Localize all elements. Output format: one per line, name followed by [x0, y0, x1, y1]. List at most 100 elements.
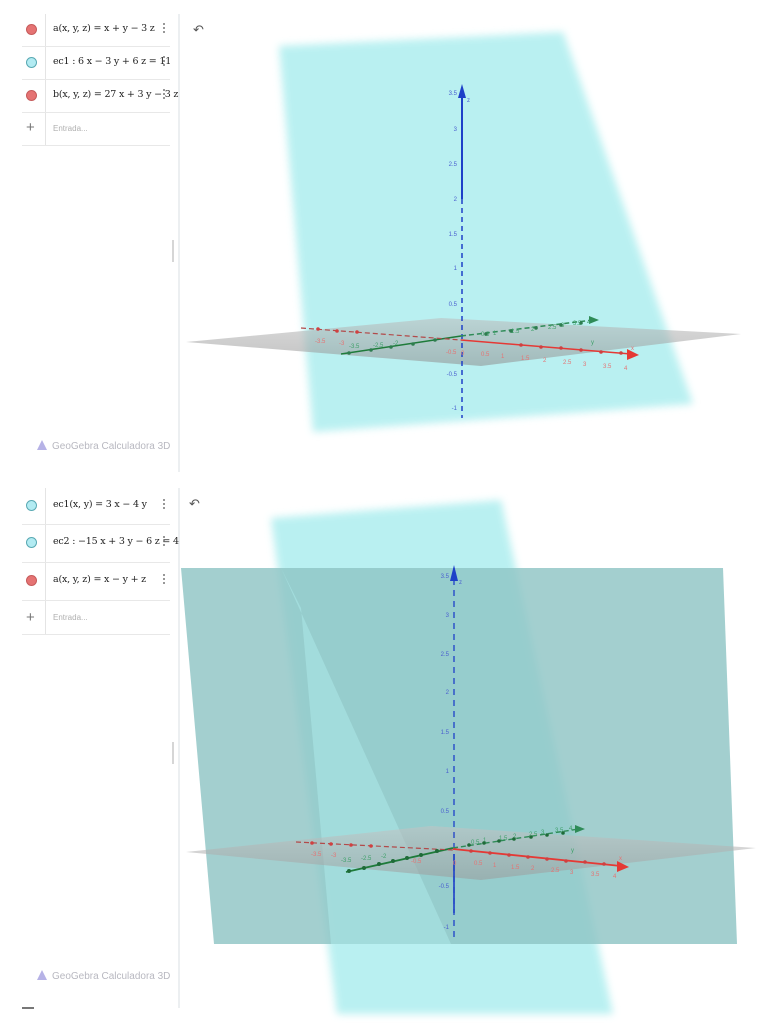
svg-text:-2.5: -2.5	[361, 856, 372, 862]
visibility-toggle-icon[interactable]	[26, 57, 37, 68]
svg-text:1: 1	[446, 769, 450, 775]
svg-text:0.5: 0.5	[471, 840, 480, 846]
input-field[interactable]: Entrada...	[53, 613, 88, 622]
svg-text:1.5: 1.5	[511, 865, 520, 871]
algebra-item-2[interactable]: ec1 : 6 x − 3 y + 6 z = 11	[22, 47, 172, 80]
algebra-item-2[interactable]: ec2 : −15 x + 3 y − 6 z = 4	[22, 525, 179, 563]
expression-text[interactable]: ec1(x, y) = 3 x − 4 y	[53, 499, 147, 510]
plus-icon[interactable]: +	[26, 119, 35, 136]
svg-text:x: x	[619, 856, 622, 862]
svg-text:2: 2	[531, 327, 535, 333]
svg-text:y: y	[571, 848, 574, 854]
svg-text:0.5: 0.5	[474, 861, 483, 867]
algebra-item-3[interactable]: b(x, y, z) = 27 x + 3 y − 3 z	[22, 80, 178, 113]
resize-handle[interactable]	[172, 240, 174, 262]
algebra-view-1: a(x, y, z) = x + y − 3 z ec1 : 6 x − 3 y…	[0, 14, 180, 472]
svg-text:1: 1	[501, 354, 505, 360]
more-options-icon[interactable]	[162, 21, 166, 37]
undo-icon[interactable]: ↶	[193, 22, 204, 37]
3d-scene[interactable]: 3.5 3 2.5 2 1.5 1 0.5 -0.5 -1 z -3.5 -3 -…	[181, 14, 768, 472]
3d-scene[interactable]: 3.5 3 2.5 2 1.5 1 0.5 -0.5 -1 z -3.5 -3 -…	[181, 488, 768, 1024]
svg-text:1.5: 1.5	[441, 730, 450, 736]
svg-text:z: z	[467, 98, 470, 104]
more-options-icon[interactable]	[162, 87, 166, 103]
svg-text:-2: -2	[381, 854, 387, 860]
expression-text[interactable]: ec2 : −15 x + 3 y − 6 z = 4	[53, 536, 179, 547]
svg-text:4: 4	[587, 320, 591, 326]
svg-text:4: 4	[569, 826, 573, 832]
graphics-3d-view-2[interactable]: ↶ 3.5 3 2.5 2	[181, 488, 768, 1024]
more-options-icon[interactable]	[162, 572, 166, 588]
graphics-3d-view-1[interactable]: ↶ 3.5 3 2.5 2 1.5 1 0.5	[181, 14, 768, 472]
svg-text:x: x	[631, 346, 634, 352]
resize-handle[interactable]	[172, 742, 174, 764]
geogebra-window-2: ec1(x, y) = 3 x − 4 y ec2 : −15 x + 3 y …	[0, 488, 768, 1024]
svg-text:2.5: 2.5	[441, 652, 450, 658]
svg-text:4: 4	[613, 874, 617, 880]
visibility-toggle-icon[interactable]	[26, 24, 37, 35]
svg-text:2.5: 2.5	[551, 868, 560, 874]
input-row[interactable]: + Entrada...	[22, 601, 170, 635]
minimize-bar[interactable]	[22, 1007, 34, 1009]
svg-text:2: 2	[543, 358, 547, 364]
svg-text:1.5: 1.5	[511, 329, 520, 335]
svg-text:-3: -3	[339, 341, 345, 347]
svg-text:1.5: 1.5	[521, 356, 530, 362]
geogebra-logo: GeoGebra Calculadora 3D	[37, 970, 170, 982]
more-options-icon[interactable]	[162, 497, 166, 513]
svg-text:3: 3	[541, 830, 545, 836]
more-options-icon[interactable]	[162, 534, 166, 550]
input-field[interactable]: Entrada...	[53, 124, 88, 133]
svg-text:0: 0	[453, 861, 457, 867]
svg-text:3: 3	[570, 870, 574, 876]
undo-icon[interactable]: ↶	[189, 496, 200, 511]
svg-text:z: z	[459, 580, 462, 586]
expression-text[interactable]: a(x, y, z) = x − y + z	[53, 574, 146, 585]
svg-text:-1: -1	[444, 925, 450, 931]
svg-text:0.5: 0.5	[481, 352, 490, 358]
svg-text:-2: -2	[393, 341, 399, 347]
svg-text:2: 2	[446, 690, 450, 696]
svg-text:1.5: 1.5	[449, 232, 458, 238]
more-options-icon[interactable]	[162, 54, 166, 70]
svg-text:1: 1	[454, 266, 458, 272]
algebra-item-1[interactable]: ec1(x, y) = 3 x − 4 y	[22, 488, 170, 525]
geogebra-cone-icon	[37, 440, 47, 450]
geogebra-logo: GeoGebra Calculadora 3D	[37, 440, 170, 452]
svg-text:-2.5: -2.5	[373, 343, 384, 349]
svg-text:1: 1	[493, 863, 497, 869]
svg-text:2.5: 2.5	[529, 832, 538, 838]
algebra-item-3[interactable]: a(x, y, z) = x − y + z	[22, 563, 170, 601]
svg-text:4: 4	[624, 366, 628, 372]
svg-text:-0.5: -0.5	[439, 884, 450, 890]
svg-text:-3.5: -3.5	[315, 339, 326, 345]
expression-text[interactable]: ec1 : 6 x − 3 y + 6 z = 11	[53, 56, 172, 67]
svg-text:3.5: 3.5	[449, 91, 458, 97]
svg-text:3: 3	[583, 362, 587, 368]
expression-text[interactable]: a(x, y, z) = x + y − 3 z	[53, 23, 155, 34]
svg-text:2: 2	[454, 197, 458, 203]
svg-text:0.5: 0.5	[441, 809, 450, 815]
algebra-view-2: ec1(x, y) = 3 x − 4 y ec2 : −15 x + 3 y …	[0, 488, 180, 1009]
svg-text:2.5: 2.5	[548, 325, 557, 331]
svg-text:-0.5: -0.5	[411, 859, 422, 865]
plane-ec2	[181, 568, 737, 944]
svg-text:-3.5: -3.5	[341, 858, 352, 864]
svg-text:3: 3	[454, 127, 458, 133]
svg-text:-3.5: -3.5	[311, 852, 322, 858]
visibility-toggle-icon[interactable]	[26, 90, 37, 101]
svg-text:-1: -1	[452, 406, 458, 412]
plane-ec1	[279, 32, 693, 432]
plus-icon[interactable]: +	[26, 609, 35, 626]
svg-text:0.5: 0.5	[449, 302, 458, 308]
svg-text:3.5: 3.5	[441, 574, 450, 580]
geogebra-cone-icon	[37, 970, 47, 980]
visibility-toggle-icon[interactable]	[26, 575, 37, 586]
svg-text:2.5: 2.5	[563, 360, 572, 366]
visibility-toggle-icon[interactable]	[26, 537, 37, 548]
visibility-toggle-icon[interactable]	[26, 500, 37, 511]
algebra-item-1[interactable]: a(x, y, z) = x + y − 3 z	[22, 14, 170, 47]
svg-text:y: y	[591, 340, 594, 346]
expression-text[interactable]: b(x, y, z) = 27 x + 3 y − 3 z	[53, 89, 179, 100]
input-row[interactable]: + Entrada...	[22, 113, 170, 146]
